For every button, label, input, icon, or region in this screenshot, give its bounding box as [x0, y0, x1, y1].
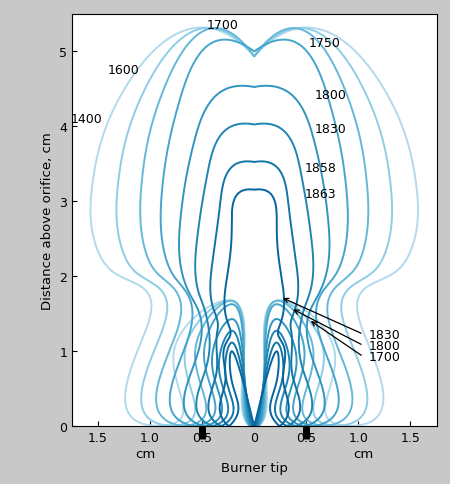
Y-axis label: Distance above orifice, cm: Distance above orifice, cm	[40, 132, 54, 309]
Text: Burner tip: Burner tip	[221, 461, 288, 474]
Text: 1700: 1700	[207, 19, 239, 32]
Text: 1800: 1800	[315, 89, 346, 102]
Text: cm: cm	[354, 447, 373, 460]
Text: 1863: 1863	[304, 188, 336, 200]
Text: 1750: 1750	[308, 36, 340, 49]
Text: 1800: 1800	[369, 339, 400, 352]
Text: cm: cm	[135, 447, 155, 460]
Text: 1858: 1858	[304, 161, 336, 174]
Text: 1700: 1700	[369, 350, 400, 363]
Text: 1600: 1600	[108, 64, 140, 77]
Text: 1400: 1400	[71, 113, 102, 126]
Text: 1830: 1830	[315, 122, 346, 136]
Text: 1830: 1830	[369, 328, 400, 341]
